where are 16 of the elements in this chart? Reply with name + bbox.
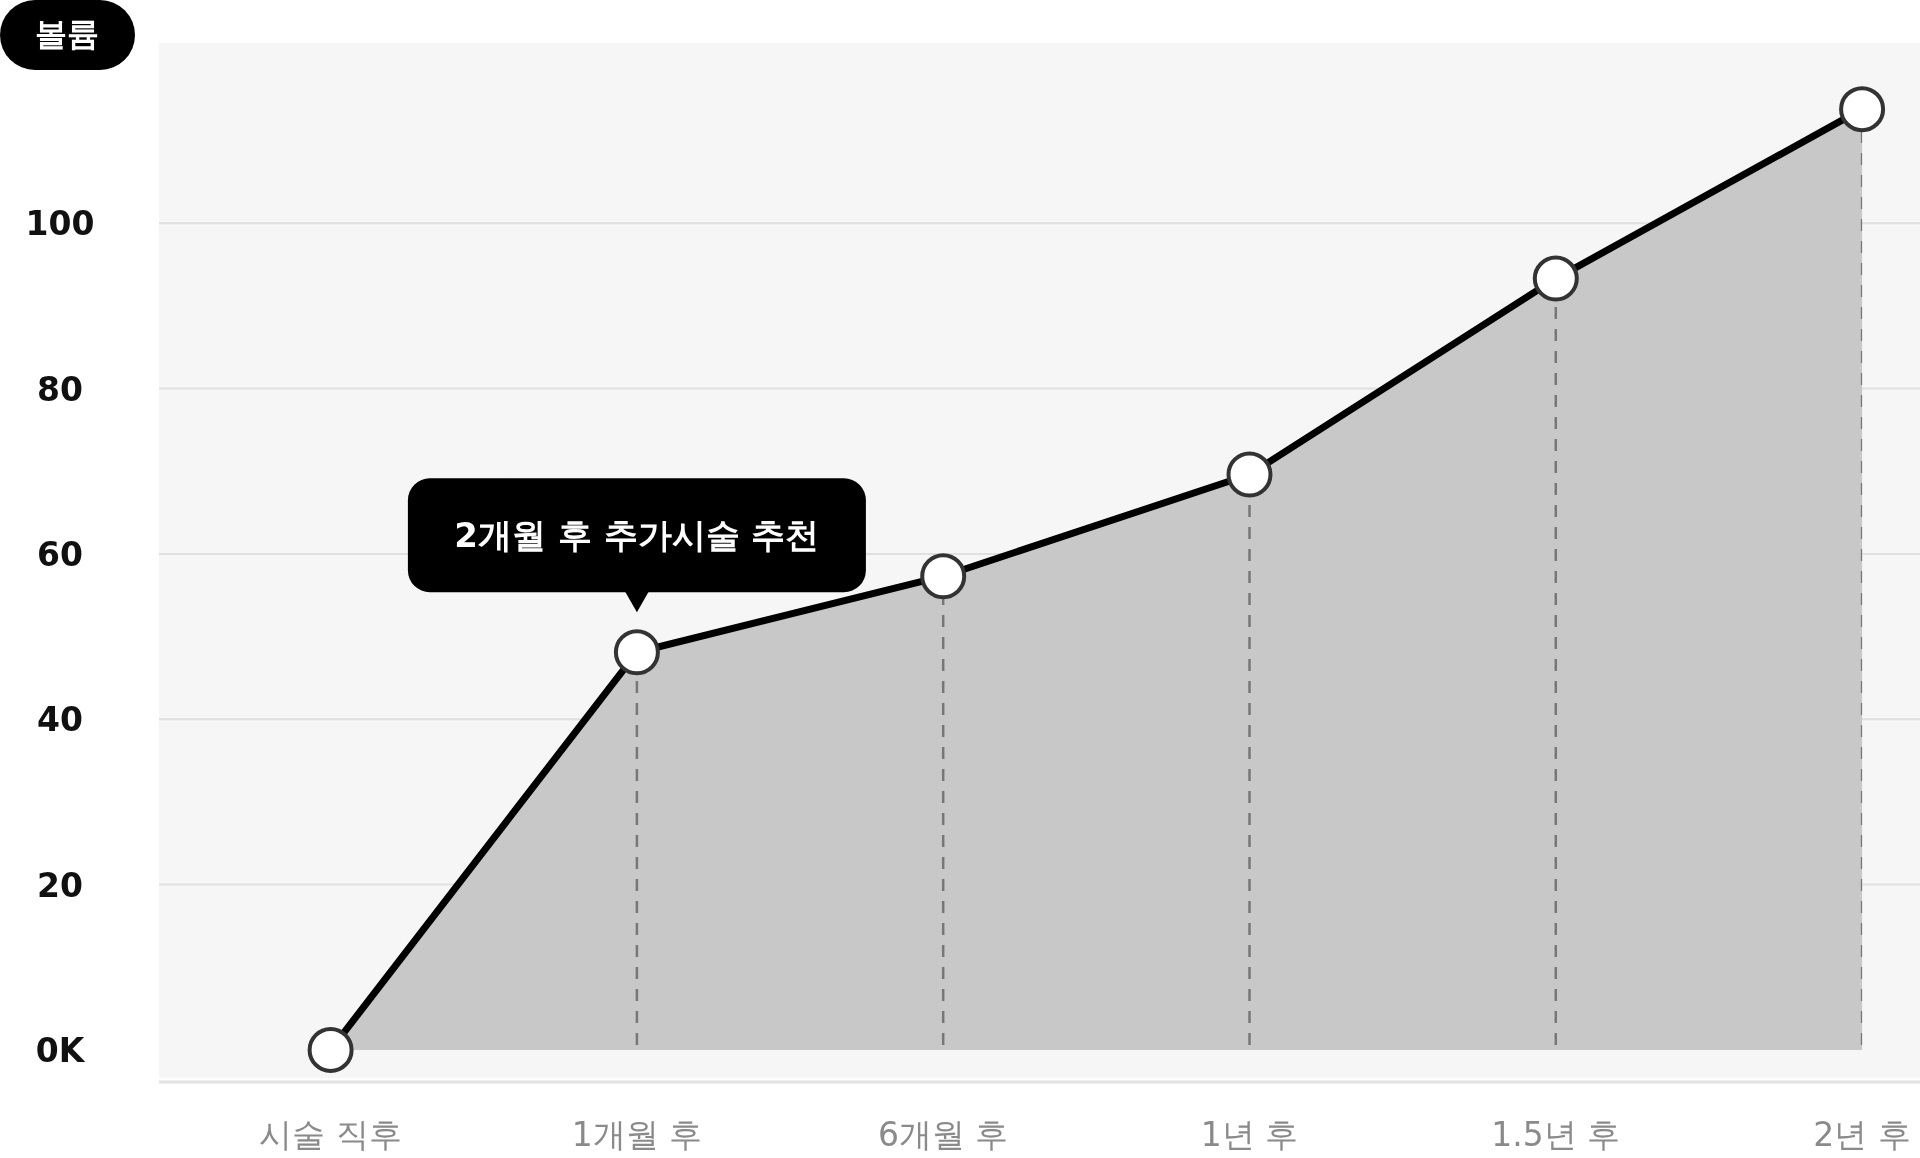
y-tick-label: 0K <box>35 1030 86 1070</box>
x-tick-label: 1.5년 후 <box>1491 1115 1621 1154</box>
x-tick-label: 6개월 후 <box>877 1115 1009 1154</box>
y-tick-label: 60 <box>37 534 83 574</box>
callout: 2개월 후 추가시술 추천 <box>407 478 866 613</box>
annotation: 2개월 후 추가시술 추천 <box>454 515 820 556</box>
y-tick-label: 100 <box>25 204 95 244</box>
ylabel: 볼륨 <box>0 0 135 70</box>
x-tick-label: 1개월 후 <box>571 1115 703 1154</box>
x-tick-label: 1년 후 <box>1200 1115 1299 1154</box>
y-tick-label: 80 <box>37 369 83 409</box>
y-axis-title: 볼륨 <box>35 15 99 53</box>
y-tick-label: 40 <box>37 700 83 740</box>
x-tick-label: 시술 직후 <box>259 1115 402 1154</box>
x-tick-label: 2년 후 <box>1813 1115 1911 1154</box>
y-tick-label: 20 <box>37 865 83 905</box>
